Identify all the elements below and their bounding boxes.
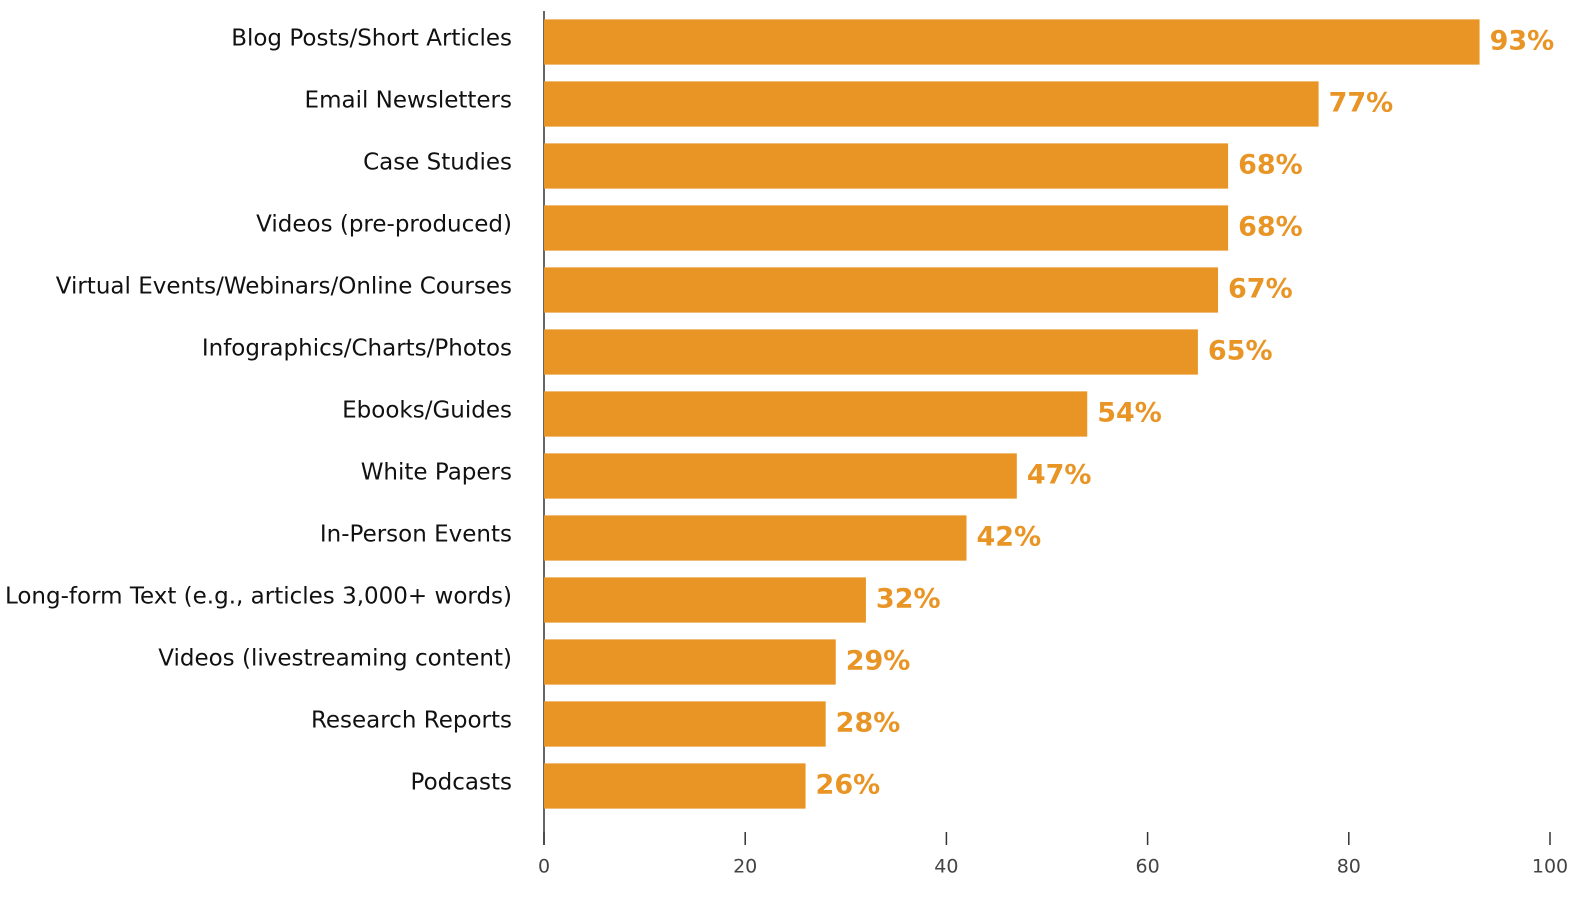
bar: [544, 19, 1480, 65]
value-label: 47%: [1027, 460, 1092, 491]
x-tick-label: 20: [733, 856, 757, 878]
category-label: Videos (pre-produced): [256, 212, 512, 238]
bar: [544, 143, 1229, 189]
x-tick-label: 0: [538, 856, 550, 878]
x-tick-label: 60: [1136, 856, 1160, 878]
bar: [544, 577, 866, 623]
x-tick-label: 80: [1337, 856, 1361, 878]
category-label: Videos (livestreaming content): [158, 646, 512, 672]
category-label: White Papers: [361, 460, 512, 486]
category-label: In-Person Events: [320, 522, 512, 548]
value-label: 32%: [876, 584, 941, 615]
category-label: Ebooks/Guides: [342, 398, 512, 424]
category-label: Research Reports: [311, 708, 512, 734]
bar: [544, 391, 1088, 437]
value-label: 26%: [816, 770, 881, 801]
bar: [544, 763, 806, 809]
bar: [544, 267, 1219, 313]
value-label: 29%: [846, 646, 911, 677]
bar: [544, 639, 836, 685]
bar: [544, 453, 1017, 499]
bar: [544, 701, 826, 747]
value-label: 68%: [1238, 212, 1303, 243]
bar: [544, 205, 1229, 251]
bar: [544, 329, 1198, 375]
value-label: 54%: [1097, 398, 1162, 429]
category-label: Long-form Text (e.g., articles 3,000+ wo…: [5, 584, 512, 610]
bar: [544, 515, 967, 561]
bar: [544, 81, 1319, 127]
category-label: Email Newsletters: [305, 88, 512, 114]
category-label: Podcasts: [411, 770, 512, 796]
value-label: 68%: [1238, 150, 1303, 181]
value-label: 42%: [977, 522, 1042, 553]
value-label: 93%: [1490, 26, 1555, 57]
value-label: 28%: [836, 708, 901, 739]
category-label: Virtual Events/Webinars/Online Courses: [56, 274, 512, 300]
value-label: 77%: [1329, 88, 1394, 119]
value-label: 67%: [1228, 274, 1293, 305]
value-label: 65%: [1208, 336, 1273, 367]
x-tick-label: 100: [1532, 856, 1568, 878]
category-label: Case Studies: [363, 150, 512, 176]
category-label: Blog Posts/Short Articles: [231, 26, 512, 52]
category-label: Infographics/Charts/Photos: [202, 336, 512, 362]
x-tick-label: 40: [934, 856, 958, 878]
